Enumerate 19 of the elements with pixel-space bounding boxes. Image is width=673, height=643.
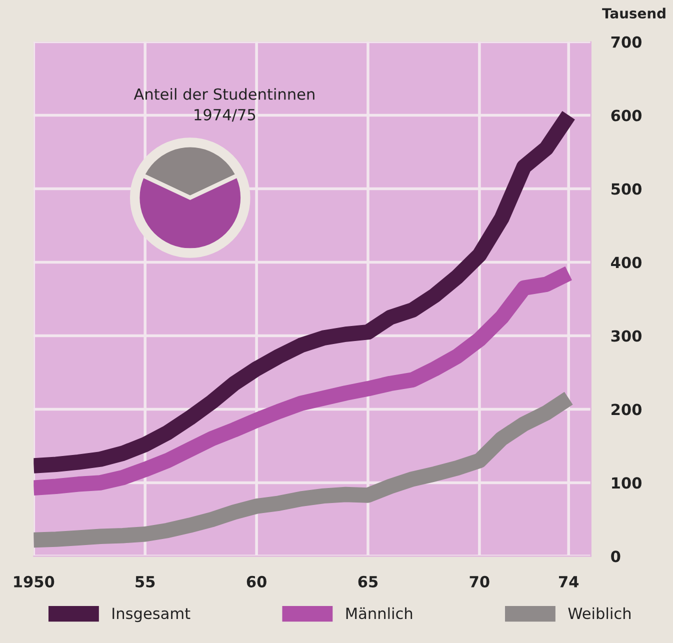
y-tick-label: 400 [611, 256, 642, 268]
y-tick-label: 600 [611, 110, 642, 122]
legend-label: Insgesamt [112, 608, 190, 622]
legend-label: Männlich [346, 607, 412, 620]
y-tick-label: 0 [611, 550, 620, 562]
x-tick-label: 1950 [14, 576, 54, 588]
y-tick-label: 300 [611, 330, 642, 342]
x-tick-label: 65 [358, 576, 378, 588]
y-tick-label: 100 [612, 477, 642, 489]
x-tick-label: 60 [246, 576, 266, 588]
y-tick-label: 700 [611, 36, 642, 48]
x-tick-label: 70 [470, 576, 490, 588]
y-tick-label: 200 [612, 404, 642, 416]
y-axis-title: Tausend [602, 8, 666, 19]
x-tick-label: 55 [136, 576, 155, 588]
y-tick-label: 500 [612, 183, 642, 195]
legend-label: Weiblich [568, 607, 630, 620]
x-tick-label: 74 [558, 576, 579, 588]
chart-title: Anteil der Studentinnen 1974/75 [134, 88, 314, 122]
